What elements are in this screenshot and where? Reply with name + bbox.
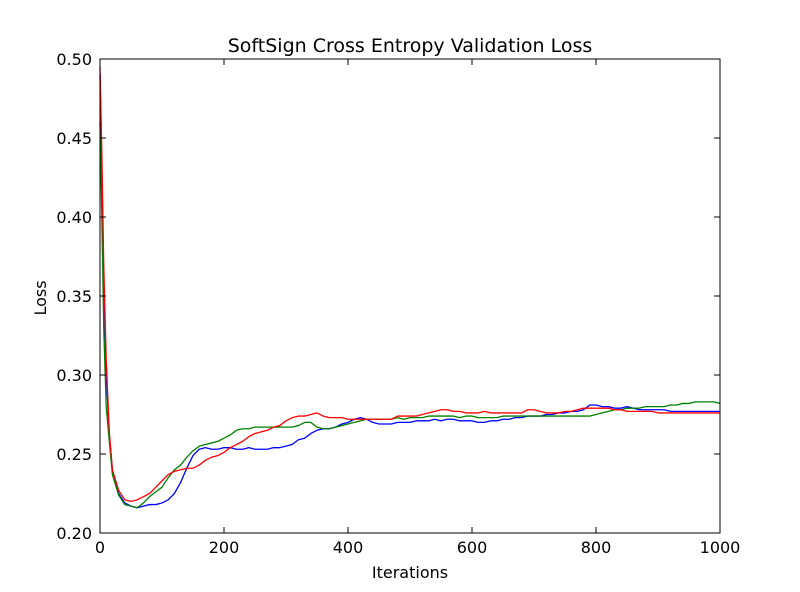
y-tick-label: 0.20 [56, 524, 92, 543]
y-tick-label: 0.50 [56, 50, 92, 69]
x-axis-label: Iterations [372, 563, 448, 582]
x-tick-label: 400 [333, 538, 364, 557]
y-axis-ticks: 0.20 0.25 0.30 0.35 0.40 0.45 0.50 [56, 50, 720, 543]
y-tick-label: 0.35 [56, 287, 92, 306]
chart-title: SoftSign Cross Entropy Validation Loss [228, 35, 593, 57]
y-tick-label: 0.30 [56, 366, 92, 385]
x-tick-label: 800 [581, 538, 612, 557]
y-tick-label: 0.25 [56, 445, 92, 464]
x-tick-label: 200 [209, 538, 240, 557]
series-line-1 [99, 74, 720, 509]
series-line-3 [99, 66, 720, 503]
y-tick-label: 0.40 [56, 208, 92, 227]
series-group [99, 66, 721, 509]
x-tick-label: 0 [95, 538, 105, 557]
y-axis-label: Loss [31, 280, 50, 315]
y-tick-label: 0.45 [56, 129, 92, 148]
x-tick-label: 1000 [700, 538, 741, 557]
x-axis-ticks: 0 200 400 600 800 1000 [95, 59, 740, 557]
x-tick-label: 600 [457, 538, 488, 557]
